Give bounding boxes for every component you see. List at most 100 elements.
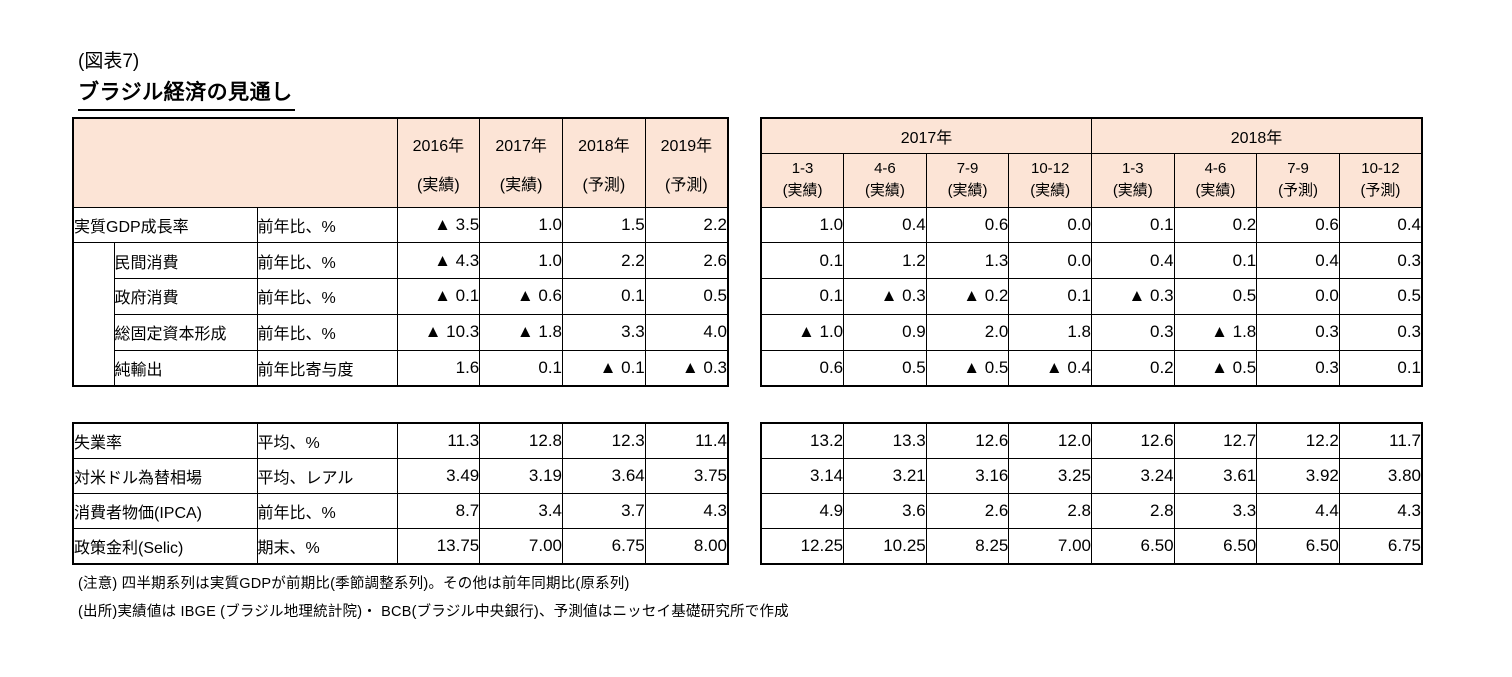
value-cell: 3.80	[1338, 457, 1423, 495]
quarter-header: 1-3 (実績)	[1091, 152, 1175, 208]
value-cell: 0.5	[644, 278, 729, 315]
value-cell: 3.4	[479, 492, 563, 530]
annual-gdp-table: 2016年 (実績) 2017年 (実績) 2018年 (予測) 2019年 (予測) …	[72, 117, 729, 387]
indent-cell	[72, 242, 115, 387]
annual-indicators-table: 失業率 平均、% 11.3 12.8 12.3 11.4 対米ドル為替相場 平均、レアル 3.4…	[72, 422, 729, 565]
value-cell: 0.4	[1091, 242, 1175, 280]
value-cell: 6.75	[562, 528, 646, 565]
unit-cell: 前年比、%	[256, 278, 398, 315]
value-cell: 0.3	[1338, 313, 1423, 351]
unit-cell: 前年比、%	[256, 206, 398, 244]
value-cell: 12.3	[562, 422, 646, 459]
row-label: 純輸出	[113, 349, 258, 387]
unit-cell: 前年比、%	[256, 492, 398, 530]
value-cell: 13.2	[760, 422, 845, 459]
row-label: 実質GDP成長率	[72, 206, 258, 244]
series-type-label: (予測)	[1360, 181, 1401, 199]
value-cell: 0.3	[1256, 349, 1340, 387]
year-label: 2016年	[412, 138, 465, 155]
value-cell: ▲ 0.6	[479, 278, 563, 315]
row-label: 対米ドル為替相場	[72, 457, 258, 495]
quarter-header-text: 1-3 (実績)	[1092, 156, 1173, 205]
value-cell: 3.3	[1173, 492, 1258, 530]
value-cell: 1.0	[760, 206, 845, 244]
note-source: (出所)実績値は IBGE (ブラジル地理統計院)・ BCB(ブラジル中央銀行)…	[78, 604, 789, 620]
value-cell: 0.4	[1338, 206, 1423, 244]
value-cell: 0.3	[1256, 313, 1340, 351]
value-cell: 11.3	[396, 422, 481, 459]
row-label: 民間消費	[113, 242, 258, 280]
value-cell: 0.1	[760, 278, 845, 315]
series-type-label: (実績)	[864, 181, 905, 199]
year-header-2017: 2017年 (実績)	[479, 117, 563, 208]
series-type-label: (実績)	[417, 176, 460, 194]
value-cell: 3.6	[843, 492, 927, 530]
value-cell: ▲ 0.2	[925, 278, 1010, 315]
value-cell: 0.2	[1173, 206, 1258, 244]
value-cell: 12.25	[760, 528, 845, 565]
year-label: 2018年	[578, 138, 630, 155]
value-cell: ▲ 4.3	[396, 242, 481, 280]
value-cell: ▲ 0.5	[1173, 349, 1258, 387]
value-cell: ▲ 1.8	[1173, 313, 1258, 351]
quarterly-indicators-table: 13.2 13.3 12.6 12.0 12.6 12.7 12.2 11.7 3.14 3.21…	[760, 422, 1423, 565]
value-cell: ▲ 0.3	[1091, 278, 1175, 315]
value-cell: 3.61	[1173, 457, 1258, 495]
value-cell: 1.8	[1008, 313, 1092, 351]
value-cell: 3.16	[925, 457, 1010, 495]
value-cell: 0.2	[1091, 349, 1175, 387]
value-cell: 1.3	[925, 242, 1010, 280]
value-cell: ▲ 1.0	[760, 313, 845, 351]
quarter-header: 7-9 (実績)	[925, 152, 1010, 208]
value-cell: 0.4	[843, 206, 927, 244]
series-type-label: (実績)	[1112, 181, 1153, 199]
unit-cell: 前年比寄与度	[256, 349, 398, 387]
row-label: 消費者物価(IPCA)	[72, 492, 258, 530]
quarter-header-text: 7-9 (実績)	[927, 156, 1008, 205]
quarter-range-label: 7-9	[1287, 159, 1309, 177]
unit-cell: 前年比、%	[256, 242, 398, 280]
table-row: 総固定資本形成 前年比、% ▲ 10.3 ▲ 1.8 3.3 4.0	[73, 313, 729, 351]
value-cell: 3.49	[396, 457, 481, 495]
value-cell: 0.1	[1173, 242, 1258, 280]
unit-cell: 前年比、%	[256, 313, 398, 351]
value-cell: 3.3	[562, 313, 646, 351]
value-cell: 8.00	[644, 528, 729, 565]
value-cell: 7.00	[1008, 528, 1092, 565]
quarter-header-text: 7-9 (予測)	[1258, 156, 1339, 205]
quarter-range-label: 10-12	[1361, 159, 1400, 177]
value-cell: 1.2	[843, 242, 927, 280]
value-cell: 0.6	[1256, 206, 1340, 244]
value-cell: 0.6	[925, 206, 1010, 244]
value-cell: 3.75	[644, 457, 729, 495]
value-cell: 0.0	[1008, 242, 1092, 280]
series-type-label: (予測)	[582, 176, 626, 194]
quarter-range-label: 4-6	[1204, 159, 1227, 177]
value-cell: 0.1	[760, 242, 845, 280]
value-cell: 11.4	[644, 422, 729, 459]
quarterly-header-row: 1-3 (実績) 4-6 (実績) 7-9 (実績) 10-12 (実績) 1-3 (実績) 4-6…	[760, 152, 1423, 208]
value-cell: 12.8	[479, 422, 563, 459]
value-cell: ▲ 10.3	[396, 313, 481, 351]
value-cell: 13.75	[396, 528, 481, 565]
value-cell: 0.1	[1338, 349, 1423, 387]
table-row: 1.0 0.4 0.6 0.0 0.1 0.2 0.6 0.4	[760, 206, 1423, 244]
value-cell: 12.6	[1091, 422, 1175, 459]
row-label: 総固定資本形成	[113, 313, 258, 351]
value-cell: ▲ 3.5	[396, 206, 481, 244]
quarter-header: 4-6 (実績)	[843, 152, 927, 208]
value-cell: 3.14	[760, 457, 845, 495]
unit-cell: 平均、%	[256, 422, 398, 459]
value-cell: 3.25	[1008, 457, 1092, 495]
value-cell: 0.1	[479, 349, 563, 387]
year-label: 2019年	[660, 138, 713, 155]
value-cell: 2.0	[925, 313, 1010, 351]
value-cell: 1.0	[479, 206, 563, 244]
value-cell: ▲ 0.4	[1008, 349, 1092, 387]
quarter-header: 10-12 (実績)	[1008, 152, 1092, 208]
value-cell: 4.0	[644, 313, 729, 351]
value-cell: 13.3	[843, 422, 927, 459]
value-cell: 8.25	[925, 528, 1010, 565]
value-cell: ▲ 0.3	[843, 278, 927, 315]
